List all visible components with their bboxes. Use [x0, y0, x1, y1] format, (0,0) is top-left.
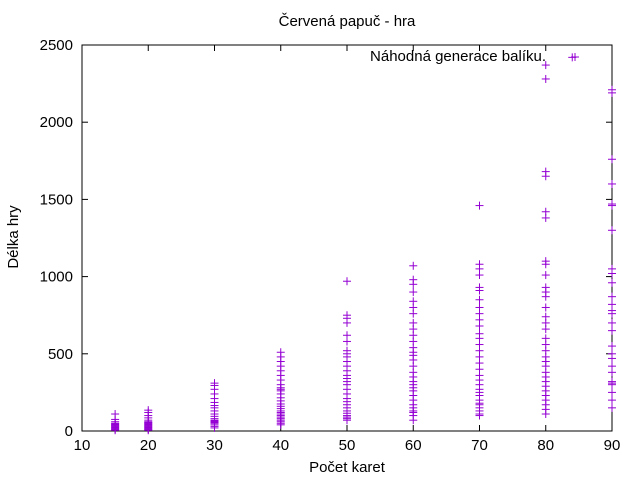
y-tick-label: 0	[65, 423, 73, 440]
y-tick-label: 1000	[40, 269, 73, 286]
y-axis-label: Délka hry	[5, 205, 22, 269]
data-point	[475, 283, 484, 292]
x-tick-label: 50	[339, 437, 356, 454]
chart-title: Červená papuč - hra	[279, 13, 416, 30]
data-point	[541, 334, 550, 343]
data-point	[475, 201, 484, 210]
data-point	[541, 271, 550, 280]
y-tick-label: 2000	[40, 114, 73, 131]
data-point	[541, 61, 550, 70]
data-point	[608, 278, 616, 287]
data-point	[541, 74, 550, 83]
data-point	[409, 288, 418, 297]
legend-marker	[571, 53, 579, 61]
data-point	[608, 342, 616, 351]
data-point	[541, 207, 550, 216]
data-point	[608, 292, 616, 301]
data-point	[541, 257, 550, 266]
data-point	[343, 346, 351, 355]
data-point	[409, 261, 418, 270]
data-point	[409, 275, 418, 284]
data-point	[608, 264, 616, 273]
data-point	[608, 318, 616, 327]
data-point	[541, 283, 550, 292]
data-point	[608, 326, 616, 335]
data-point	[343, 311, 351, 320]
data-point	[343, 331, 351, 340]
data-point	[608, 200, 616, 209]
x-axis-ticks: 10 20 30 40 50 60 70 80 90	[74, 45, 621, 454]
data-point	[144, 406, 153, 415]
data-point	[608, 179, 616, 188]
data-point	[409, 297, 418, 306]
data-point	[608, 349, 616, 358]
data-point	[111, 410, 120, 419]
x-tick-label: 30	[206, 437, 223, 454]
x-tick-label: 40	[272, 437, 289, 454]
data-point	[608, 155, 616, 164]
x-tick-label: 90	[604, 437, 621, 454]
data-point	[608, 85, 616, 94]
data-point	[608, 226, 616, 235]
y-tick-label: 2500	[40, 37, 73, 54]
data-point	[475, 260, 484, 269]
x-tick-label: 20	[140, 437, 157, 454]
x-tick-label: 60	[405, 437, 422, 454]
data-point	[608, 396, 616, 405]
data-point	[541, 303, 550, 312]
data-point	[276, 348, 285, 357]
legend-label: Náhodná generace balíku.	[370, 48, 546, 65]
data-point	[475, 303, 484, 312]
data-point	[343, 277, 351, 286]
x-tick-label: 80	[537, 437, 554, 454]
legend-marker-symbol	[571, 53, 579, 61]
data-point	[210, 379, 219, 388]
x-tick-label: 70	[471, 437, 488, 454]
x-axis-label: Počet karet	[309, 459, 386, 476]
y-tick-label: 500	[48, 346, 73, 363]
data-point	[541, 167, 550, 176]
y-axis-ticks: 0 500 1000 1500 2000 2500	[40, 37, 612, 440]
data-point	[409, 318, 418, 327]
data-point	[608, 403, 616, 412]
data-point	[608, 377, 616, 386]
data-point	[541, 312, 550, 321]
data-point	[608, 362, 616, 371]
data-point	[475, 295, 484, 304]
x-tick-label: 10	[74, 437, 91, 454]
data-point	[608, 300, 616, 309]
y-tick-label: 1500	[40, 191, 73, 208]
data-point	[475, 329, 484, 338]
data-point	[608, 388, 616, 397]
data-points	[111, 53, 616, 435]
